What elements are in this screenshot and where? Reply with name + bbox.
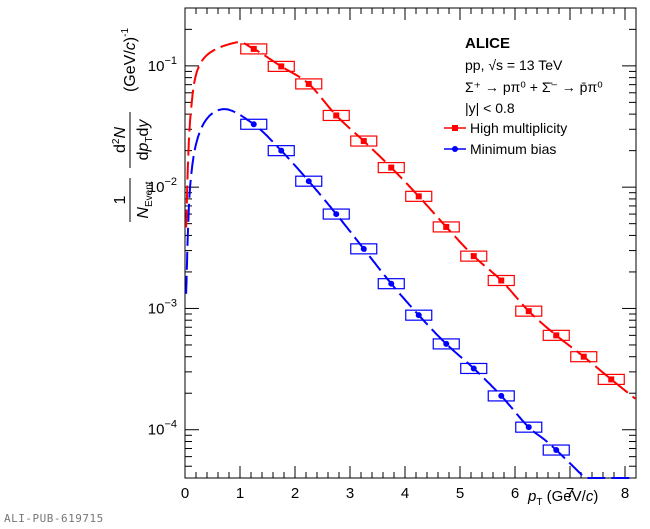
- legend-marker-high-mult: [452, 125, 458, 131]
- experiment-label: ALICE: [465, 35, 510, 52]
- syst-error-box: [240, 43, 268, 55]
- legend-label-min-bias: Minimum bias: [470, 141, 556, 157]
- syst-error-box: [515, 421, 543, 433]
- syst-error-box: [295, 78, 323, 90]
- fit-curves: [185, 41, 636, 479]
- data-point: [333, 211, 340, 218]
- collision-label: pp, √s = 13 TeV: [465, 57, 563, 73]
- data-point: [525, 424, 532, 431]
- data-point: [305, 80, 312, 87]
- data-point: [250, 121, 257, 128]
- x-tick-label: 4: [401, 485, 409, 502]
- syst-error-box: [240, 118, 268, 130]
- syst-error-box: [322, 109, 350, 122]
- syst-error-box: [267, 60, 295, 72]
- data-point: [360, 138, 367, 145]
- data-point: [443, 223, 450, 230]
- syst-error-box: [350, 135, 378, 147]
- y-label-numerator-1: 1: [112, 195, 129, 204]
- data-point: [443, 340, 450, 347]
- plot-frame: [184, 7, 637, 479]
- y-label-units: (GeV/c)-1: [120, 28, 139, 92]
- x-tick-label: 3: [346, 485, 354, 502]
- syst-error-box: [432, 338, 460, 350]
- syst-error-box: [460, 250, 488, 262]
- y-label-denominator-1: NEvent: [135, 181, 155, 218]
- data-point: [415, 312, 422, 319]
- data-point: [553, 447, 560, 454]
- data-point: [470, 253, 477, 260]
- syst-error-box: [322, 208, 350, 220]
- x-tick-label: 8: [621, 485, 629, 502]
- data-point: [525, 308, 532, 315]
- syst-error-box: [377, 161, 405, 174]
- min-bias-fit-curve: [185, 108, 634, 479]
- chart-text: ALICE pp, √s = 13 TeV Σ⁺ → pπ⁰ + Σ̄⁻ → p̄π…: [111, 28, 603, 508]
- data-point: [608, 376, 615, 383]
- data-points: [240, 43, 625, 456]
- data-point: [305, 178, 312, 185]
- x-axis-label: pT (GeV/c): [527, 488, 598, 508]
- syst-error-box: [597, 373, 625, 386]
- data-point: [498, 277, 505, 284]
- syst-error-box: [487, 274, 515, 287]
- syst-error-box: [295, 175, 323, 187]
- syst-error-box: [487, 390, 515, 402]
- x-tick-label: 5: [456, 485, 464, 502]
- syst-error-box: [350, 243, 378, 255]
- syst-error-box: [570, 351, 598, 363]
- syst-error-box: [542, 329, 570, 341]
- syst-error-box: [377, 278, 405, 290]
- y-label-denominator-2: dpTdy: [135, 119, 155, 161]
- data-point: [278, 147, 285, 154]
- syst-error-box: [405, 309, 433, 321]
- data-point: [333, 112, 340, 119]
- syst-error-box: [267, 145, 295, 157]
- high-mult-fit-curve: [185, 41, 636, 400]
- syst-error-box: [542, 444, 570, 456]
- data-point: [580, 353, 587, 360]
- syst-error-box: [515, 305, 543, 317]
- data-point: [360, 245, 367, 252]
- x-tick-label: 7: [566, 485, 574, 502]
- data-point: [553, 332, 560, 339]
- y-tick-label: 10−4: [148, 419, 177, 439]
- data-point: [250, 45, 257, 52]
- publication-id: ALI-PUB-619715: [4, 512, 104, 525]
- data-point: [278, 63, 285, 70]
- x-tick-label: 0: [181, 485, 189, 502]
- legend-marker-min-bias: [452, 146, 458, 152]
- syst-error-box: [432, 221, 460, 233]
- rapidity-label: |y| < 0.8: [465, 100, 515, 116]
- x-tick-label: 6: [511, 485, 519, 502]
- y-tick-label: 10−2: [148, 176, 177, 196]
- syst-error-box: [460, 362, 488, 375]
- legend-label-high-mult: High multiplicity: [470, 120, 567, 136]
- data-point: [498, 392, 505, 399]
- y-tick-label: 10−3: [148, 297, 177, 317]
- x-tick-label: 1: [236, 485, 244, 502]
- data-point: [470, 365, 477, 372]
- data-point: [388, 164, 395, 171]
- data-point: [388, 280, 395, 287]
- syst-error-box: [405, 190, 433, 202]
- data-point: [415, 193, 422, 200]
- decay-label: Σ⁺ → pπ⁰ + Σ̄⁻ → p̄π⁰: [465, 79, 603, 95]
- plot-axes: 0 1 2 3 4 5 6 7 8 10−1 10−2 10−3 10−4: [148, 7, 637, 502]
- y-axis-label: 1 NEvent d2N dpTdy (GeV/c)-1: [111, 28, 155, 222]
- y-label-numerator-2: d2N: [111, 127, 129, 153]
- x-tick-label: 2: [291, 485, 299, 502]
- y-tick-label: 10−1: [148, 55, 177, 75]
